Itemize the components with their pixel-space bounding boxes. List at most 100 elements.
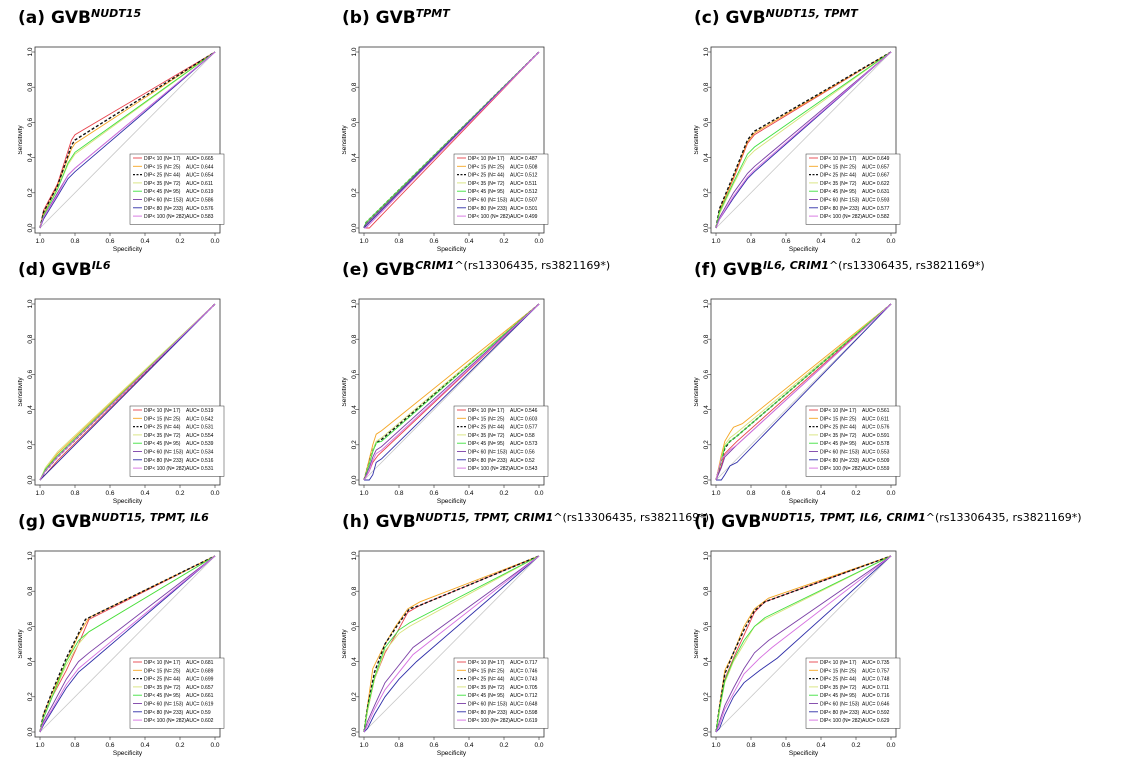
legend-label: DIP< 100 (N= 282) (468, 718, 510, 724)
reference-diagonal (39, 51, 216, 229)
legend-auc: AUC= 0.689 (186, 668, 214, 674)
legend-label: DIP< 25 (N= 44) (820, 425, 857, 431)
reference-diagonal (715, 303, 892, 481)
y-tick-label: 0.6 (703, 118, 710, 127)
x-tick-label: 0.6 (105, 490, 114, 497)
panel-title: (b) GVBTPMT (342, 4, 450, 28)
roc-curve (715, 555, 892, 733)
x-tick-label: 0.4 (464, 238, 473, 245)
y-tick-label: 0.8 (351, 82, 358, 91)
legend-auc: AUC= 0.699 (186, 677, 214, 683)
legend-auc: AUC= 0.598 (510, 710, 538, 716)
y-tick-label: 0.0 (27, 475, 34, 484)
legend-label: DIP< 60 (N= 153) (144, 702, 184, 708)
legend-auc: AUC= 0.619 (186, 702, 214, 708)
y-tick-label: 1.0 (351, 299, 358, 308)
roc-curve (39, 51, 216, 229)
legend-auc: AUC= 0.648 (510, 702, 538, 708)
legend-auc: AUC= 0.582 (862, 214, 890, 220)
legend-auc: AUC= 0.611 (862, 416, 889, 422)
x-tick-label: 0.0 (210, 238, 219, 245)
y-tick-label: 1.0 (351, 551, 358, 560)
roc-panel-d: (d) GVBIL6 1.0 0.8 0.6 0.4 0.2 0.0 0.0 0.2 0.4 0.… (18, 256, 378, 508)
title-note: ^(rs13306435, rs3821169*) (454, 259, 611, 272)
x-tick-label: 0.6 (429, 490, 438, 497)
y-tick-label: 0.0 (351, 475, 358, 484)
x-axis-label: Specificity (789, 750, 819, 757)
roc-curve (715, 555, 892, 733)
legend-auc: AUC= 0.649 (862, 156, 890, 162)
legend-label: DIP< 25 (N= 44) (820, 677, 857, 683)
legend-label: DIP< 25 (N= 44) (468, 677, 505, 683)
roc-curve (715, 555, 892, 733)
legend-auc: AUC= 0.543 (510, 466, 538, 472)
plot-frame (358, 550, 545, 738)
reference-diagonal (363, 555, 540, 733)
x-tick-label: 0.4 (140, 238, 149, 245)
legend-auc: AUC= 0.591 (862, 433, 890, 439)
legend-auc: AUC= 0.743 (510, 677, 538, 683)
legend-auc: AUC= 0.554 (186, 433, 214, 439)
legend-label: DIP< 10 (N= 17) (144, 660, 181, 666)
legend-label: DIP< 100 (N= 282) (820, 466, 862, 472)
legend-auc: AUC= 0.619 (186, 189, 214, 195)
title-superscript: NUDT15, TPMT, IL6, CRIM1 (761, 511, 926, 524)
legend-label: DIP< 60 (N= 153) (820, 450, 860, 456)
plot-frame (358, 298, 545, 486)
legend-auc: AUC= 0.657 (862, 164, 890, 170)
panel-title: (e) GVBCRIM1^(rs13306435, rs3821169*) (342, 256, 610, 280)
x-tick-label: 0.4 (816, 490, 825, 497)
x-tick-label: 0.8 (394, 490, 403, 497)
legend-auc: AUC= 0.508 (510, 164, 538, 170)
roc-curve (39, 303, 216, 481)
plot-frame (710, 46, 897, 234)
legend-auc: AUC= 0.592 (862, 710, 890, 716)
y-tick-label: 0.0 (351, 727, 358, 736)
y-tick-label: 0.0 (703, 475, 710, 484)
roc-curve (39, 51, 216, 229)
legend-auc: AUC= 0.681 (186, 660, 214, 666)
legend-auc: AUC= 0.629 (862, 718, 890, 724)
legend-label: DIP< 80 (N= 233) (144, 710, 184, 716)
y-tick-label: 0.2 (351, 188, 358, 197)
panel-label: (i) (694, 512, 716, 532)
y-tick-label: 0.6 (351, 370, 358, 379)
x-tick-label: 0.6 (781, 490, 790, 497)
y-tick-label: 0.8 (27, 82, 34, 91)
roc-curve (363, 303, 540, 481)
legend-auc: AUC= 0.58 (510, 433, 535, 439)
roc-curve (363, 555, 540, 733)
legend-label: DIP< 35 (N= 72) (144, 685, 181, 691)
legend-label: DIP< 25 (N= 44) (820, 173, 857, 179)
legend-label: DIP< 15 (N= 25) (144, 416, 181, 422)
roc-curve (39, 51, 216, 229)
legend-auc: AUC= 0.52 (510, 458, 535, 464)
reference-diagonal (715, 555, 892, 733)
x-tick-label: 0.2 (175, 490, 184, 497)
y-tick-label: 0.4 (27, 153, 34, 162)
legend-auc: AUC= 0.654 (186, 173, 214, 179)
x-tick-label: 1.0 (359, 238, 368, 245)
y-tick-label: 0.4 (351, 153, 358, 162)
legend-auc: AUC= 0.576 (186, 206, 214, 212)
legend-auc: AUC= 0.705 (510, 685, 538, 691)
x-tick-label: 1.0 (359, 490, 368, 497)
title-superscript: IL6 (91, 259, 111, 272)
x-tick-label: 0.6 (429, 742, 438, 749)
legend-auc: AUC= 0.519 (186, 408, 214, 414)
x-tick-label: 1.0 (35, 742, 44, 749)
title-superscript: NUDT15, TPMT, IL6 (91, 511, 209, 524)
x-tick-label: 0.2 (175, 742, 184, 749)
x-tick-label: 0.2 (851, 490, 860, 497)
roc-plot: 1.0 0.8 0.6 0.4 0.2 0.0 0.0 0.2 0.4 0.6 0.8 1.0 Spec… (18, 46, 225, 253)
legend-label: DIP< 35 (N= 72) (468, 685, 505, 691)
title-main: GVB (375, 512, 416, 532)
legend-label: DIP< 60 (N= 153) (820, 702, 860, 708)
x-tick-label: 0.6 (105, 742, 114, 749)
roc-curve (39, 555, 216, 733)
legend-auc: AUC= 0.531 (186, 425, 214, 431)
legend-auc: AUC= 0.757 (862, 668, 890, 674)
y-tick-label: 0.6 (27, 622, 34, 631)
legend-label: DIP< 10 (N= 17) (144, 156, 181, 162)
legend-box (129, 405, 225, 477)
